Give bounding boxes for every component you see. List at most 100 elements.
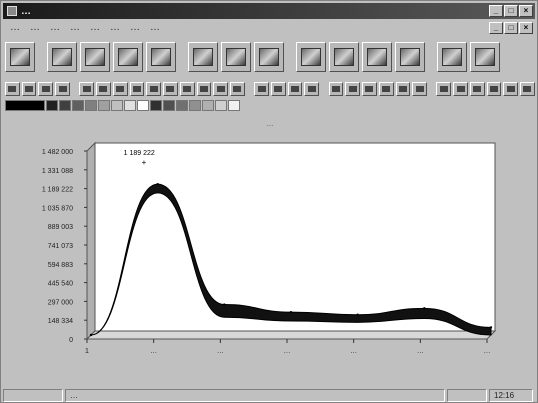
chart-type-3-icon [85, 48, 105, 66]
format-button-1[interactable] [21, 82, 37, 96]
palette-swatch[interactable] [163, 100, 175, 111]
format-button-22[interactable] [395, 82, 411, 96]
format-button-7[interactable] [129, 82, 145, 96]
palette-swatch[interactable] [189, 100, 201, 111]
toolbar-button-11[interactable] [395, 42, 425, 72]
format-button-14[interactable] [254, 82, 269, 96]
palette-swatch[interactable] [124, 100, 136, 111]
chart-svg[interactable]: 1 482 000 1 331 088 1 189 222 1 035 870 889 … [9, 137, 533, 385]
menu-item-7[interactable]: … [150, 21, 160, 33]
y-tick-label: 445 540 [48, 281, 73, 288]
toolbar-button-2[interactable] [80, 42, 110, 72]
data-point [356, 313, 359, 316]
menu-item-4[interactable]: … [90, 21, 100, 33]
format-button-24[interactable] [436, 82, 452, 96]
doc-maximize-button[interactable]: □ [504, 22, 518, 34]
palette-swatch[interactable] [5, 100, 45, 111]
format-icon [58, 86, 67, 92]
toolbar-button-5[interactable] [188, 42, 218, 72]
format-icon [490, 86, 498, 92]
palette-swatch[interactable] [176, 100, 188, 111]
format-button-21[interactable] [378, 82, 394, 96]
format-button-25[interactable] [453, 82, 468, 96]
toolbar-button-8[interactable] [296, 42, 326, 72]
line-chart-icon [400, 48, 420, 66]
menu-item-3[interactable]: … [70, 21, 80, 33]
format-button-13[interactable] [230, 82, 245, 96]
column-chart-icon [334, 48, 354, 66]
format-button-28[interactable] [503, 82, 519, 96]
data-point [489, 326, 493, 329]
toolbar-button-9[interactable] [329, 42, 359, 72]
toolbar-button-10[interactable] [362, 42, 392, 72]
menu-item-1[interactable]: … [30, 21, 40, 33]
format-button-18[interactable] [328, 82, 344, 96]
format-button-23[interactable] [412, 82, 427, 96]
minimize-button[interactable]: _ [489, 5, 503, 17]
palette-swatch[interactable] [98, 100, 110, 111]
format-button-27[interactable] [486, 82, 502, 96]
palette-swatch[interactable] [202, 100, 214, 111]
format-icon [274, 86, 283, 92]
format-button-10[interactable] [179, 82, 195, 96]
palette-swatch[interactable] [215, 100, 227, 111]
toolbar-button-0[interactable] [5, 42, 35, 72]
menu-item-6[interactable]: … [130, 21, 140, 33]
format-button-0[interactable] [5, 82, 20, 96]
toolbar-button-7[interactable] [254, 42, 284, 72]
toolbar-button-3[interactable] [113, 42, 143, 72]
format-icon [307, 86, 316, 92]
menu-item-5[interactable]: … [110, 21, 120, 33]
palette-swatch[interactable] [72, 100, 84, 111]
menu-item-0[interactable]: … [10, 21, 20, 33]
format-button-29[interactable] [520, 82, 535, 96]
format-icon [398, 86, 407, 92]
format-button-12[interactable] [213, 82, 228, 96]
palette-swatch[interactable] [137, 100, 149, 111]
close-button[interactable]: × [519, 5, 533, 17]
format-button-16[interactable] [287, 82, 303, 96]
format-button-2[interactable] [38, 82, 54, 96]
x-tick-label: … [350, 348, 357, 355]
palette-swatch[interactable] [228, 100, 240, 111]
palette-swatch[interactable] [111, 100, 123, 111]
chart-area[interactable]: 1 482 000 1 331 088 1 189 222 1 035 870 889 … [9, 137, 533, 385]
palette-swatch[interactable] [46, 100, 58, 111]
y-tick-label: 1 331 088 [42, 168, 73, 175]
plot-back-wall [94, 142, 496, 332]
y-tick-label: 1 189 222 [42, 187, 73, 194]
chart-type-1-icon [10, 48, 30, 66]
format-button-8[interactable] [146, 82, 162, 96]
format-button-3[interactable] [55, 82, 70, 96]
toolbar-button-1[interactable] [47, 42, 77, 72]
format-button-11[interactable] [196, 82, 212, 96]
format-button-20[interactable] [362, 82, 377, 96]
title-bar[interactable]: … _ □ × [3, 3, 535, 19]
toolbar-button-13[interactable] [470, 42, 500, 72]
app-icon[interactable] [7, 6, 17, 16]
format-button-9[interactable] [163, 82, 178, 96]
format-icon [473, 86, 482, 92]
format-icon [233, 86, 242, 92]
maximize-button[interactable]: □ [504, 5, 518, 17]
doc-minimize-button[interactable]: _ [489, 22, 503, 34]
format-button-6[interactable] [112, 82, 128, 96]
doc-close-button[interactable]: × [519, 22, 533, 34]
toolbar-button-12[interactable] [437, 42, 467, 72]
format-button-15[interactable] [270, 82, 286, 96]
palette-swatch[interactable] [150, 100, 162, 111]
toolbar-button-4[interactable] [146, 42, 176, 72]
palette-swatch[interactable] [59, 100, 71, 111]
toolbar-button-6[interactable] [221, 42, 251, 72]
menu-item-2[interactable]: … [50, 21, 60, 33]
bar-chart-icon [193, 48, 213, 66]
format-button-5[interactable] [96, 82, 111, 96]
palette-swatch[interactable] [85, 100, 97, 111]
format-button-26[interactable] [469, 82, 485, 96]
peak-label: 1 189 222 [124, 150, 155, 157]
format-button-17[interactable] [304, 82, 320, 96]
format-icon [8, 86, 17, 92]
format-button-19[interactable] [345, 82, 361, 96]
format-button-4[interactable] [79, 82, 95, 96]
y-tick-label: 0 [69, 337, 73, 344]
